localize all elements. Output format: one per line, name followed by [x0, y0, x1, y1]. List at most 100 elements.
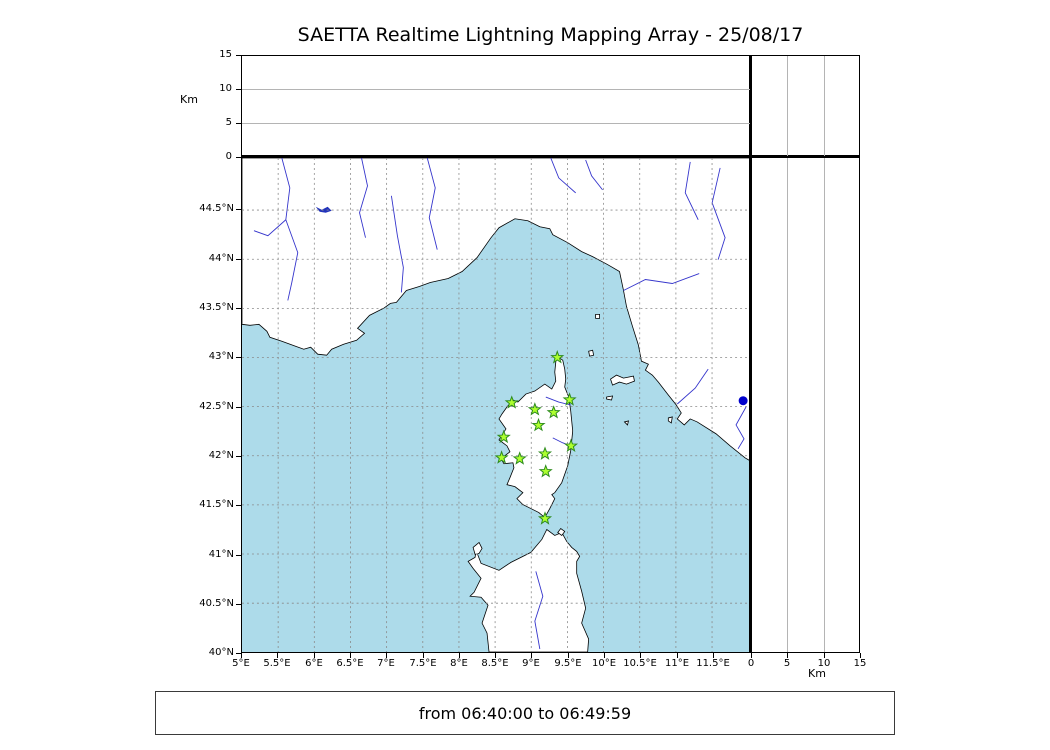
lon-tick-label: 8°E	[450, 658, 468, 669]
time-range-box: from 06:40:00 to 06:49:59	[155, 691, 895, 735]
lon-tick-label: 11°E	[664, 658, 690, 669]
tick-mark	[386, 653, 387, 658]
panel-gridline	[824, 56, 825, 156]
river	[623, 273, 700, 291]
station-markers	[494, 350, 748, 525]
panel-gridline	[824, 158, 825, 652]
maddalena-island	[557, 527, 566, 537]
tick-mark	[236, 653, 241, 654]
capraia-island	[588, 349, 595, 357]
river	[711, 167, 726, 260]
tick-mark	[604, 653, 605, 658]
alt-tick-label: 15	[853, 658, 867, 669]
alt-tick-label: 10	[219, 83, 232, 94]
station-star-marker	[494, 450, 509, 464]
tick-mark	[236, 357, 241, 358]
station-star-marker	[538, 464, 553, 478]
river	[735, 406, 747, 450]
river	[684, 161, 699, 220]
tick-mark	[640, 653, 641, 658]
tick-mark	[568, 653, 569, 658]
tick-mark	[236, 407, 241, 408]
lat-tick-label: 41.5°N	[199, 499, 234, 510]
land-coastlines	[242, 158, 750, 652]
lon-tick-label: 10°E	[591, 658, 617, 669]
alt-tick-label: 0	[747, 658, 755, 669]
lat-tick-label: 40.5°N	[199, 598, 234, 609]
panel-divider-horizontal	[241, 155, 860, 158]
lat-tick-label: 44°N	[208, 253, 234, 264]
river	[585, 159, 603, 191]
tick-mark	[236, 55, 241, 56]
tick-mark	[236, 157, 241, 158]
altitude-unit-label-top: Km	[180, 93, 198, 106]
tick-mark	[531, 653, 532, 658]
station-star-marker	[531, 417, 546, 432]
mainland-coast	[242, 158, 750, 462]
tick-mark	[495, 653, 496, 658]
lon-tick-label: 6°E	[305, 658, 323, 669]
tick-mark	[236, 555, 241, 556]
panel-gridline	[787, 56, 788, 156]
giglio-island	[667, 416, 673, 424]
station-star-marker	[496, 429, 511, 444]
lon-tick-label: 7.5°E	[409, 658, 437, 669]
station-star-marker	[504, 395, 519, 409]
lake	[315, 206, 332, 213]
lon-tick-label: 5.5°E	[263, 658, 291, 669]
tick-mark	[314, 653, 315, 658]
river	[253, 219, 287, 237]
map-panel	[241, 157, 751, 653]
alt-tick-label: 5	[783, 658, 791, 669]
lon-tick-label: 7°E	[377, 658, 395, 669]
corsica-island	[498, 355, 574, 519]
river	[359, 158, 368, 238]
tick-mark	[236, 123, 241, 124]
station-star-marker	[546, 405, 561, 419]
tick-mark	[713, 653, 714, 658]
station-star-marker	[550, 350, 565, 364]
altitude-unit-label-right: Km	[808, 667, 826, 680]
tick-mark	[459, 653, 460, 658]
tick-mark	[350, 653, 351, 658]
time-range-text: from 06:40:00 to 06:49:59	[418, 703, 632, 723]
river	[676, 368, 709, 405]
panel-gridline	[787, 158, 788, 652]
tick-mark	[236, 209, 241, 210]
station-star-marker	[562, 392, 577, 406]
tick-mark	[236, 604, 241, 605]
river	[426, 158, 438, 250]
pianosa-island	[606, 395, 614, 401]
altitude-vs-longitude-panel	[241, 55, 751, 157]
altitude-vs-latitude-panel	[751, 157, 860, 653]
lon-tick-label: 8.5°E	[481, 658, 509, 669]
tick-mark	[236, 259, 241, 260]
asinara-island	[472, 541, 483, 555]
rivers	[253, 158, 747, 650]
lon-tick-label: 5°E	[232, 658, 250, 669]
tick-mark	[860, 653, 861, 658]
lat-tick-label: 43.5°N	[199, 302, 234, 313]
elba-island	[610, 374, 635, 386]
lat-tick-label: 43°N	[208, 351, 234, 362]
station-star-marker	[527, 402, 542, 416]
lon-tick-label: 9°E	[522, 658, 540, 669]
lat-tick-label: 44.5°N	[199, 203, 234, 214]
tick-mark	[236, 308, 241, 309]
alt-tick-label: 5	[225, 117, 232, 128]
alt-tick-label: 0	[225, 151, 232, 162]
gorgona-island	[595, 313, 600, 319]
alt-tick-label: 10	[817, 658, 831, 669]
tick-mark	[677, 653, 678, 658]
station-star-marker	[563, 438, 579, 453]
tick-mark	[236, 505, 241, 506]
tick-mark	[236, 89, 241, 90]
lat-tick-label: 42°N	[208, 450, 234, 461]
figure-title: SAETTA Realtime Lightning Mapping Array …	[297, 24, 804, 46]
lon-tick-label: 9.5°E	[554, 658, 582, 669]
tick-mark	[824, 653, 825, 658]
tick-mark	[277, 653, 278, 658]
altitude-scale-box	[751, 55, 860, 157]
panel-gridline	[242, 89, 750, 90]
